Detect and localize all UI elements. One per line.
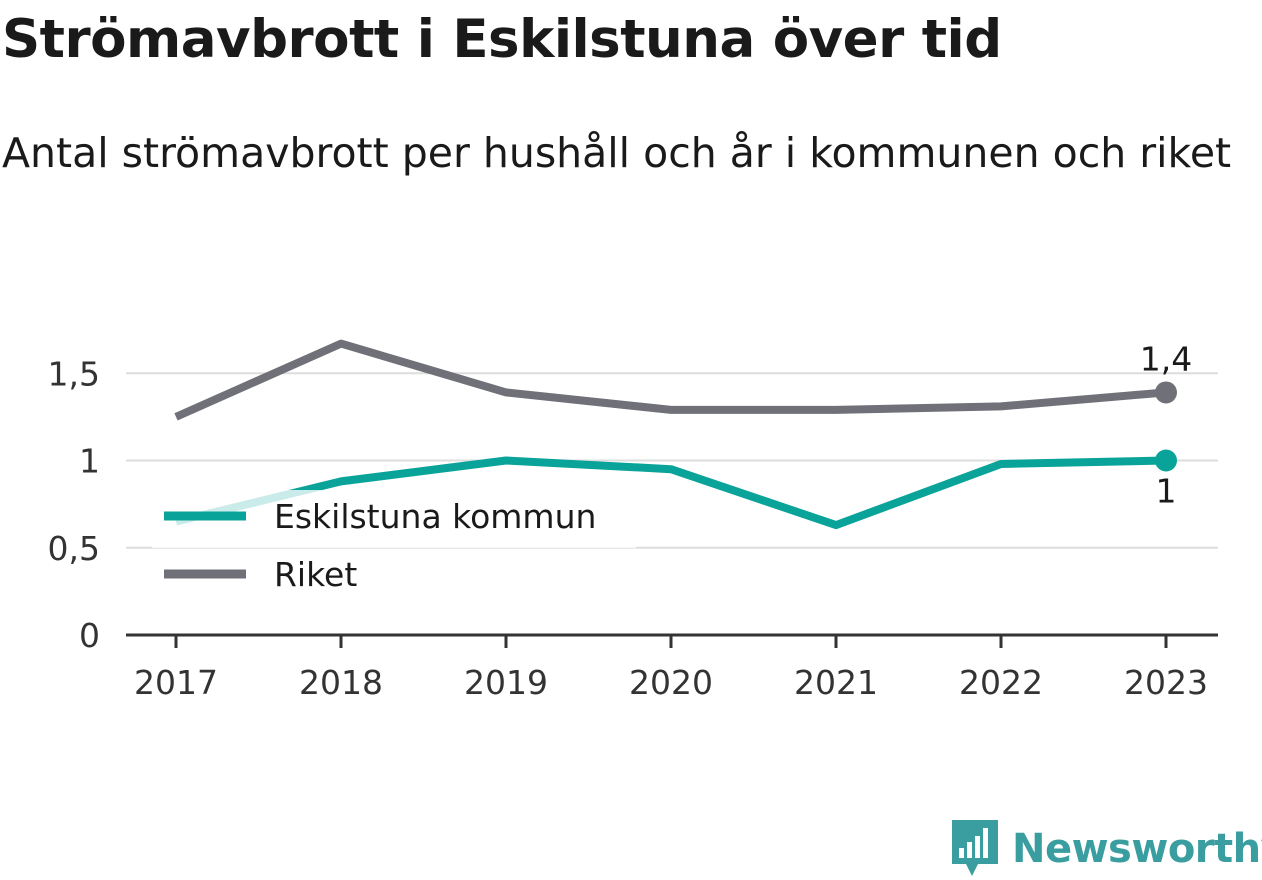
x-tick-label: 2023 — [1124, 663, 1208, 702]
series-line-0 — [175, 456, 1167, 530]
legend-label-0: Eskilstuna kommun — [274, 497, 596, 536]
x-tick-label: 2020 — [629, 663, 713, 702]
chart-title: Strömavbrott i Eskilstuna över tid — [2, 9, 1002, 70]
end-label-0: 1 — [1156, 472, 1177, 511]
x-tick-label: 2018 — [299, 663, 383, 702]
newsworthy-logo: Newsworthy — [950, 818, 1262, 880]
legend-label-1: Riket — [274, 555, 357, 594]
y-tick-label: 0,5 — [48, 529, 100, 568]
series-line-1 — [174, 339, 1167, 421]
x-tick-label: 2019 — [464, 663, 548, 702]
y-tick-label: 0 — [79, 616, 100, 655]
series-lines — [174, 339, 1167, 530]
newsworthy-icon — [952, 820, 998, 876]
end-marker-0 — [1155, 449, 1177, 472]
end-markers: 11,4 — [1140, 339, 1192, 510]
end-marker-1 — [1155, 381, 1177, 404]
chart-subtitle: Antal strömavbrott per hushåll och år i … — [2, 129, 1232, 177]
y-axis-tick-labels: 0 0,5 1 1,5 — [48, 354, 100, 655]
brand-name: Newsworthy — [1012, 826, 1262, 872]
legend: Eskilstuna kommun Riket — [152, 490, 636, 594]
x-tick-label: 2017 — [134, 663, 218, 702]
y-tick-label: 1 — [79, 442, 100, 481]
end-label-1: 1,4 — [1140, 339, 1192, 378]
x-tick-label: 2021 — [794, 663, 878, 702]
x-tick-label: 2022 — [959, 663, 1043, 702]
x-axis: 2017 2018 2019 2020 2021 2022 2023 — [126, 633, 1218, 702]
y-tick-label: 1,5 — [48, 354, 100, 393]
